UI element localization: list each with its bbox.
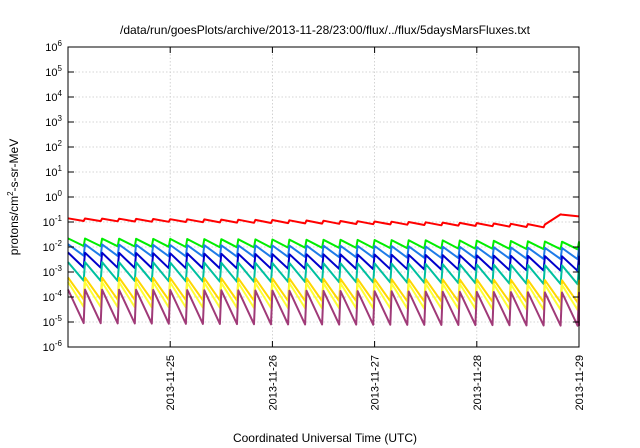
y-axis-ticks: 10-6 10-5 10-4 10-3 10-2 10-1 100 101 102 103 104 1… (43, 39, 579, 354)
chart-title: /data/run/goesPlots/archive/2013-11-28/2… (120, 23, 531, 37)
y-tick-label: 10-5 (43, 314, 63, 329)
y-tick-label: 10-4 (43, 289, 63, 304)
y-tick-label: 10-6 (43, 339, 63, 354)
x-tick-label: 2013-11-28 (472, 355, 484, 410)
y-tick-label: 10-2 (43, 239, 63, 254)
y-tick-label: 100 (45, 189, 62, 204)
series-line-2 (67, 243, 580, 261)
x-tick-label: 2013-11-25 (165, 355, 177, 410)
y-tick-label: 103 (45, 114, 62, 129)
y-tick-label: 10-1 (43, 214, 63, 229)
series-line-1 (67, 237, 580, 251)
y-tick-label: 10-3 (43, 264, 63, 279)
y-tick-label: 104 (45, 89, 62, 104)
series-line-5 (67, 276, 580, 304)
y-tick-label: 102 (45, 139, 62, 154)
y-axis-label: protons/cm2-s-sr-MeV (6, 139, 21, 255)
series-line-7 (67, 288, 580, 327)
series-line-0 (67, 213, 580, 229)
series-line-6 (67, 281, 580, 311)
y-tick-label: 105 (45, 64, 62, 79)
y-tick-label: 106 (45, 39, 62, 54)
x-tick-label: 2013-11-26 (267, 355, 279, 410)
x-tick-label: 2013-11-29 (574, 355, 586, 410)
series-line-4 (67, 261, 580, 286)
series-line-3 (67, 251, 580, 272)
x-tick-label: 2013-11-27 (370, 355, 382, 410)
series-lines (67, 213, 580, 327)
x-axis-ticks: 2013-11-25 2013-11-26 2013-11-27 2013-11-28… (165, 47, 586, 410)
y-tick-label: 101 (45, 164, 62, 179)
x-axis-label: Coordinated Universal Time (UTC) (233, 431, 417, 445)
